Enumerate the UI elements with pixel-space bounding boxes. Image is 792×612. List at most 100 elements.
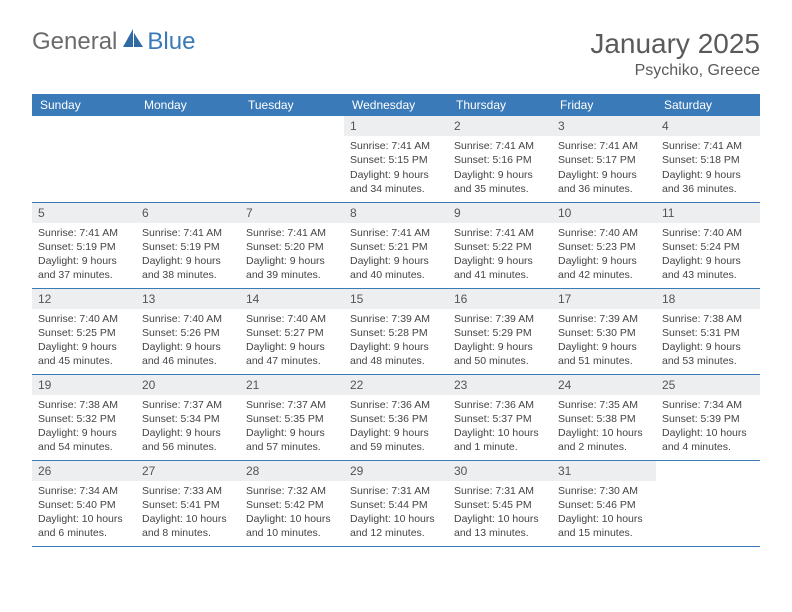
day-cell: 29Sunrise: 7:31 AMSunset: 5:44 PMDayligh… xyxy=(344,460,448,546)
logo-text-general: General xyxy=(32,28,117,56)
day-number: 22 xyxy=(344,375,448,395)
daylight-text-1: Daylight: 10 hours xyxy=(142,512,234,526)
sunset-text: Sunset: 5:38 PM xyxy=(558,412,650,426)
day-body: Sunrise: 7:38 AMSunset: 5:32 PMDaylight:… xyxy=(32,395,136,459)
day-cell: 8Sunrise: 7:41 AMSunset: 5:21 PMDaylight… xyxy=(344,202,448,288)
day-number: 18 xyxy=(656,289,760,309)
sunset-text: Sunset: 5:21 PM xyxy=(350,240,442,254)
daylight-text-2: and 42 minutes. xyxy=(558,268,650,282)
sunrise-text: Sunrise: 7:37 AM xyxy=(246,398,338,412)
day-header: Wednesday xyxy=(344,94,448,116)
day-number: 27 xyxy=(136,461,240,481)
daylight-text-2: and 41 minutes. xyxy=(454,268,546,282)
header: General Blue January 2025 Psychiko, Gree… xyxy=(32,28,760,80)
daylight-text-1: Daylight: 9 hours xyxy=(246,340,338,354)
day-body: Sunrise: 7:41 AMSunset: 5:22 PMDaylight:… xyxy=(448,223,552,287)
sunset-text: Sunset: 5:16 PM xyxy=(454,153,546,167)
daylight-text-1: Daylight: 10 hours xyxy=(558,426,650,440)
sunset-text: Sunset: 5:20 PM xyxy=(246,240,338,254)
sunset-text: Sunset: 5:29 PM xyxy=(454,326,546,340)
sunrise-text: Sunrise: 7:40 AM xyxy=(662,226,754,240)
day-cell: 13Sunrise: 7:40 AMSunset: 5:26 PMDayligh… xyxy=(136,288,240,374)
daylight-text-1: Daylight: 10 hours xyxy=(246,512,338,526)
daylight-text-2: and 10 minutes. xyxy=(246,526,338,540)
day-cell: 25Sunrise: 7:34 AMSunset: 5:39 PMDayligh… xyxy=(656,374,760,460)
daylight-text-2: and 1 minute. xyxy=(454,440,546,454)
day-number: 15 xyxy=(344,289,448,309)
daylight-text-1: Daylight: 10 hours xyxy=(350,512,442,526)
sunset-text: Sunset: 5:45 PM xyxy=(454,498,546,512)
sunset-text: Sunset: 5:41 PM xyxy=(142,498,234,512)
sunrise-text: Sunrise: 7:41 AM xyxy=(350,139,442,153)
day-cell: 12Sunrise: 7:40 AMSunset: 5:25 PMDayligh… xyxy=(32,288,136,374)
daylight-text-2: and 51 minutes. xyxy=(558,354,650,368)
daylight-text-2: and 4 minutes. xyxy=(662,440,754,454)
day-number: 25 xyxy=(656,375,760,395)
sunset-text: Sunset: 5:39 PM xyxy=(662,412,754,426)
sunrise-text: Sunrise: 7:37 AM xyxy=(142,398,234,412)
day-body: Sunrise: 7:39 AMSunset: 5:30 PMDaylight:… xyxy=(552,309,656,373)
day-body: Sunrise: 7:34 AMSunset: 5:39 PMDaylight:… xyxy=(656,395,760,459)
daylight-text-2: and 45 minutes. xyxy=(38,354,130,368)
sunset-text: Sunset: 5:26 PM xyxy=(142,326,234,340)
daylight-text-2: and 36 minutes. xyxy=(662,182,754,196)
daylight-text-1: Daylight: 9 hours xyxy=(558,340,650,354)
day-number: 1 xyxy=(344,116,448,136)
sunrise-text: Sunrise: 7:40 AM xyxy=(558,226,650,240)
day-cell: 27 Sunrise: 7:33 AMSunset: 5:41 PMDayligh… xyxy=(136,460,240,546)
day-body: Sunrise: 7:39 AMSunset: 5:28 PMDaylight:… xyxy=(344,309,448,373)
daylight-text-1: Daylight: 9 hours xyxy=(142,340,234,354)
day-number: 28 xyxy=(240,461,344,481)
sunrise-text: Sunrise: 7:32 AM xyxy=(246,484,338,498)
daylight-text-1: Daylight: 9 hours xyxy=(38,426,130,440)
day-cell: 19Sunrise: 7:38 AMSunset: 5:32 PMDayligh… xyxy=(32,374,136,460)
daylight-text-2: and 2 minutes. xyxy=(558,440,650,454)
week-row: 12Sunrise: 7:40 AMSunset: 5:25 PMDayligh… xyxy=(32,288,760,374)
day-body: Sunrise: 7:41 AMSunset: 5:19 PMDaylight:… xyxy=(136,223,240,287)
day-body: Sunrise: 7:37 AMSunset: 5:34 PMDaylight:… xyxy=(136,395,240,459)
sunset-text: Sunset: 5:30 PM xyxy=(558,326,650,340)
sunset-text: Sunset: 5:19 PM xyxy=(38,240,130,254)
day-cell: 15Sunrise: 7:39 AMSunset: 5:28 PMDayligh… xyxy=(344,288,448,374)
day-cell: 14Sunrise: 7:40 AMSunset: 5:27 PMDayligh… xyxy=(240,288,344,374)
daylight-text-2: and 34 minutes. xyxy=(350,182,442,196)
sunset-text: Sunset: 5:37 PM xyxy=(454,412,546,426)
day-number: 21 xyxy=(240,375,344,395)
sunset-text: Sunset: 5:46 PM xyxy=(558,498,650,512)
sunrise-text: Sunrise: 7:31 AM xyxy=(454,484,546,498)
sunrise-text: Sunrise: 7:33 AM xyxy=(142,484,234,498)
daylight-text-1: Daylight: 9 hours xyxy=(350,254,442,268)
daylight-text-2: and 54 minutes. xyxy=(38,440,130,454)
day-number: 11 xyxy=(656,203,760,223)
daylight-text-1: Daylight: 9 hours xyxy=(38,340,130,354)
day-cell: 21Sunrise: 7:37 AMSunset: 5:35 PMDayligh… xyxy=(240,374,344,460)
day-header: Sunday xyxy=(32,94,136,116)
day-cell: 6Sunrise: 7:41 AMSunset: 5:19 PMDaylight… xyxy=(136,202,240,288)
day-cell xyxy=(136,116,240,202)
day-body: Sunrise: 7:35 AMSunset: 5:38 PMDaylight:… xyxy=(552,395,656,459)
sunrise-text: Sunrise: 7:41 AM xyxy=(38,226,130,240)
day-body: Sunrise: 7:41 AMSunset: 5:16 PMDaylight:… xyxy=(448,136,552,200)
day-number: 13 xyxy=(136,289,240,309)
daylight-text-1: Daylight: 9 hours xyxy=(38,254,130,268)
day-number: 3 xyxy=(552,116,656,136)
daylight-text-1: Daylight: 9 hours xyxy=(350,340,442,354)
daylight-text-1: Daylight: 9 hours xyxy=(662,254,754,268)
day-header: Friday xyxy=(552,94,656,116)
sunrise-text: Sunrise: 7:38 AM xyxy=(38,398,130,412)
day-header: Saturday xyxy=(656,94,760,116)
daylight-text-2: and 50 minutes. xyxy=(454,354,546,368)
day-number: 2 xyxy=(448,116,552,136)
day-body: Sunrise: 7:32 AMSunset: 5:42 PMDaylight:… xyxy=(240,481,344,545)
sunset-text: Sunset: 5:34 PM xyxy=(142,412,234,426)
day-number: 7 xyxy=(240,203,344,223)
day-header: Tuesday xyxy=(240,94,344,116)
sunrise-text: Sunrise: 7:41 AM xyxy=(558,139,650,153)
sunrise-text: Sunrise: 7:41 AM xyxy=(662,139,754,153)
daylight-text-1: Daylight: 9 hours xyxy=(454,254,546,268)
day-number: 24 xyxy=(552,375,656,395)
day-body: Sunrise: 7:41 AMSunset: 5:15 PMDaylight:… xyxy=(344,136,448,200)
day-cell: 3Sunrise: 7:41 AMSunset: 5:17 PMDaylight… xyxy=(552,116,656,202)
sunrise-text: Sunrise: 7:41 AM xyxy=(246,226,338,240)
sunrise-text: Sunrise: 7:38 AM xyxy=(662,312,754,326)
